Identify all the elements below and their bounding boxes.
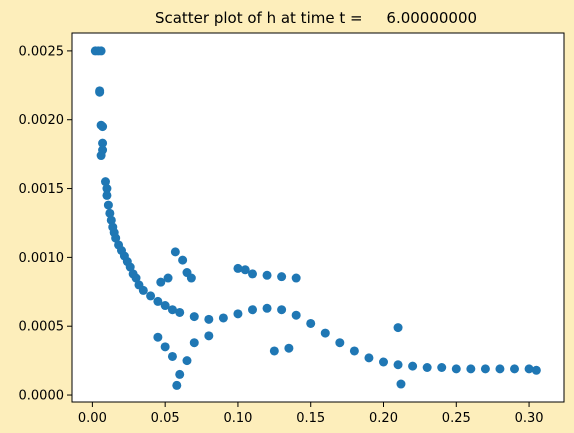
x-axis: 0.00 0.05 0.10 0.15 0.20 0.25 0.30 [78, 402, 544, 426]
scatter-point [233, 263, 243, 273]
scatter-point [437, 363, 447, 372]
scatter-point [172, 380, 182, 390]
scatter-point [106, 215, 116, 225]
scatter-point [379, 357, 388, 367]
scatter-point [248, 269, 257, 279]
scatter-point [204, 314, 214, 324]
scatter-point [163, 273, 173, 283]
scatter-point [111, 233, 121, 243]
x-tick-label: 0.30 [515, 411, 544, 426]
axes-background [72, 33, 564, 402]
scatter-point [320, 328, 330, 338]
scatter-point [105, 208, 115, 218]
scatter-point [170, 247, 180, 257]
scatter-point [349, 346, 359, 356]
scatter-point [531, 365, 541, 375]
scatter-point [160, 342, 170, 352]
scatter-point [451, 364, 461, 374]
scatter-point [103, 200, 113, 210]
chart-title: Scatter plot of h at time t = 6.00000000 [155, 9, 477, 27]
scatter-point [189, 338, 199, 348]
scatter-point [422, 363, 432, 372]
scatter-point [153, 296, 163, 306]
x-tick-label: 0.15 [296, 411, 325, 426]
scatter-point [131, 273, 141, 283]
x-tick-label: 0.25 [442, 411, 471, 426]
scatter-point [393, 323, 403, 333]
y-tick-label: 0.0025 [19, 44, 65, 59]
y-tick-label: 0.0010 [19, 251, 65, 266]
scatter-point [125, 262, 135, 272]
scatter-point [100, 177, 110, 187]
x-tick-label: 0.10 [223, 411, 252, 426]
scatter-point [480, 364, 490, 374]
scatter-point [277, 305, 287, 315]
x-tick-label: 0.00 [78, 411, 107, 426]
axes-frame [71, 32, 565, 403]
scatter-point [98, 122, 108, 132]
scatter-point [160, 301, 170, 311]
scatter-point [262, 303, 272, 313]
scatter-point [102, 184, 112, 194]
scatter-point [396, 379, 406, 389]
scatter-point [284, 343, 294, 353]
scatter-point [269, 346, 279, 356]
scatter-point [510, 364, 520, 374]
scatter-point [291, 273, 301, 283]
scatter-point [466, 364, 476, 374]
scatter-point [167, 351, 177, 361]
scatter-point [156, 277, 166, 287]
scatter-point [218, 313, 228, 323]
scatter-point [96, 46, 106, 56]
scatter-point [153, 332, 163, 342]
scatter-point [524, 364, 534, 374]
scatter-point [178, 255, 188, 265]
scatter-point [96, 151, 106, 161]
scatter-point [204, 331, 214, 341]
scatter-point [167, 305, 177, 315]
scatter-point [306, 318, 316, 328]
scatter-point [189, 312, 199, 322]
scatter-point [240, 265, 250, 275]
axes-border [71, 32, 565, 403]
x-tick-label: 0.05 [151, 411, 180, 426]
scatter-point [262, 270, 272, 280]
y-tick-label: 0.0005 [19, 320, 65, 335]
y-axis: 0.0000 0.0005 0.0010 0.0015 0.0020 0.0025 [19, 44, 72, 404]
y-tick-label: 0.0020 [19, 113, 65, 128]
y-tick-label: 0.0000 [19, 389, 65, 404]
scatter-point [291, 310, 301, 320]
scatter-point [98, 138, 108, 148]
scatter-point [175, 307, 185, 317]
scatter-point [182, 356, 192, 366]
scatter-point [233, 309, 243, 319]
scatter-point [277, 272, 287, 282]
scatter-point [335, 338, 345, 348]
scatter-point [175, 369, 185, 379]
data-points [90, 46, 541, 390]
scatter-point [186, 273, 196, 283]
scatter-point [248, 305, 257, 315]
scatter-point [364, 353, 374, 363]
scatter-point [102, 190, 112, 200]
x-tick-label: 0.20 [369, 411, 398, 426]
scatter-point [408, 361, 418, 371]
scatter-point [146, 291, 156, 301]
scatter-point [138, 285, 148, 295]
scatter-point [495, 364, 505, 374]
y-tick-label: 0.0015 [19, 182, 65, 197]
scatter-point [95, 86, 105, 96]
scatter-point [393, 360, 403, 370]
